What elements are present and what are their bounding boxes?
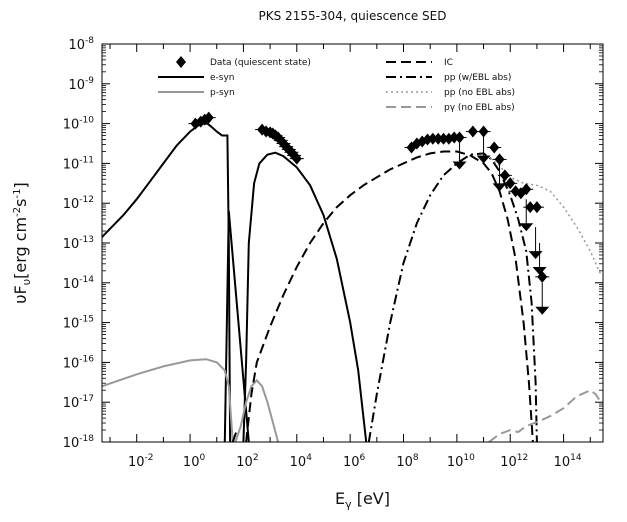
y-tick-label: 10-12: [63, 195, 94, 212]
legend-label-left: Data (quiescent state): [210, 58, 311, 68]
x-tick-label: 100: [183, 453, 206, 470]
legend-label-right: pp (no EBL abs): [444, 88, 515, 98]
upper-limit-arrow: [535, 306, 550, 315]
curve-e-syn: [102, 122, 232, 442]
upper-limit-arrow: [452, 161, 467, 170]
x-tick-label: 1012: [500, 453, 528, 470]
y-tick-label: 10-14: [63, 275, 95, 292]
x-tick-label: 1010: [447, 453, 475, 470]
legend-label-right: IC: [444, 58, 453, 68]
y-axis-label: υFυ[erg cm-2s-1]: [11, 182, 33, 303]
data-point: [467, 125, 478, 138]
y-tick-label: 10-17: [63, 394, 94, 411]
y-tick-label: 10-13: [63, 235, 94, 252]
y-tick-label: 10-10: [63, 116, 95, 133]
data-point: [203, 111, 214, 124]
data-point: [291, 152, 302, 165]
curve-pp-w-ebl-abs-: [367, 152, 538, 442]
upper-limit-arrow: [528, 251, 543, 260]
chart-title: PKS 2155-304, quiescence SED: [259, 9, 447, 23]
x-tick-label: 106: [343, 453, 366, 470]
y-tick-label: 10-9: [68, 76, 94, 93]
curve-p-syn: [102, 358, 234, 442]
x-axis-label: Eγ [eV]: [335, 489, 390, 511]
data-point: [537, 270, 548, 283]
data-point: [531, 201, 542, 214]
data-point: [521, 183, 532, 196]
upper-limit-arrow: [519, 223, 534, 232]
curve-e-syn: [242, 151, 368, 442]
x-tick-label: 104: [290, 453, 313, 470]
data-point: [454, 131, 465, 144]
legend-label-right: pγ (no EBL abs): [444, 103, 515, 113]
upper-limit-arrow: [476, 155, 491, 164]
legend-marker-data: [176, 56, 186, 68]
data-point: [494, 153, 505, 166]
y-tick-label: 10-18: [63, 434, 95, 451]
curves-group: [102, 111, 602, 442]
y-tick-label: 10-15: [63, 315, 94, 332]
x-tick-label: 108: [396, 453, 419, 470]
data-point: [489, 141, 500, 154]
legend-label-left: p-syn: [210, 88, 235, 98]
x-tick-label: 1014: [554, 453, 582, 470]
curve-p-no-ebl-abs-: [488, 389, 602, 442]
data-point: [499, 169, 510, 182]
y-tick-label: 10-11: [63, 155, 94, 172]
y-tick-label: 10-16: [63, 354, 95, 371]
curve-e-syn: [223, 211, 250, 442]
y-tick-label: 10-8: [68, 36, 94, 53]
upper-limit-arrow: [532, 267, 547, 275]
plot-frame: [101, 43, 604, 443]
curve-ic: [231, 429, 238, 442]
upper-limit-arrow: [492, 183, 507, 192]
curve-p-syn: [234, 378, 280, 442]
x-tick-label: 102: [236, 453, 258, 470]
x-tick-label: 10-2: [128, 453, 154, 470]
legend-label-right: pp (w/EBL abs): [444, 73, 511, 83]
data-point: [505, 177, 516, 190]
legend-label-left: e-syn: [210, 73, 235, 83]
curve-ic: [245, 150, 534, 442]
data-point: [478, 125, 489, 138]
